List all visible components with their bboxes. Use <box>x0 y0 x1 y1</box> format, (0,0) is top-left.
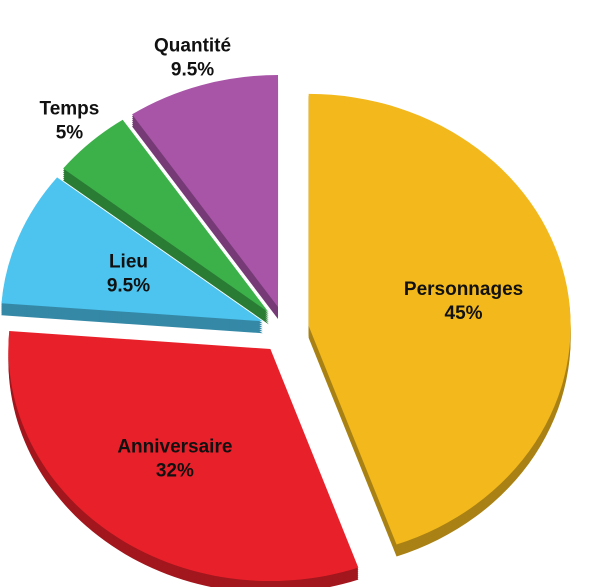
slice <box>63 119 269 325</box>
slice-top <box>63 119 269 313</box>
slice-top <box>132 75 279 308</box>
slice <box>132 75 279 320</box>
slice-value: 5% <box>56 123 84 144</box>
slice-top <box>8 331 359 582</box>
slice-label: Anniversaire <box>117 437 232 458</box>
slice-label: Temps <box>40 99 100 120</box>
slice-value: 9.5% <box>171 59 214 80</box>
slice-top <box>1 177 263 322</box>
slice-label: Quantité <box>154 35 231 56</box>
slice-label: Personnages <box>404 279 523 300</box>
slice-label: Lieu <box>109 252 148 273</box>
slice-value: 9.5% <box>107 276 150 297</box>
slice <box>8 331 359 587</box>
slice-top <box>308 93 571 545</box>
slice-value: 32% <box>156 461 194 482</box>
slice-value: 45% <box>445 303 483 324</box>
slice <box>1 177 263 334</box>
slice <box>308 93 571 557</box>
